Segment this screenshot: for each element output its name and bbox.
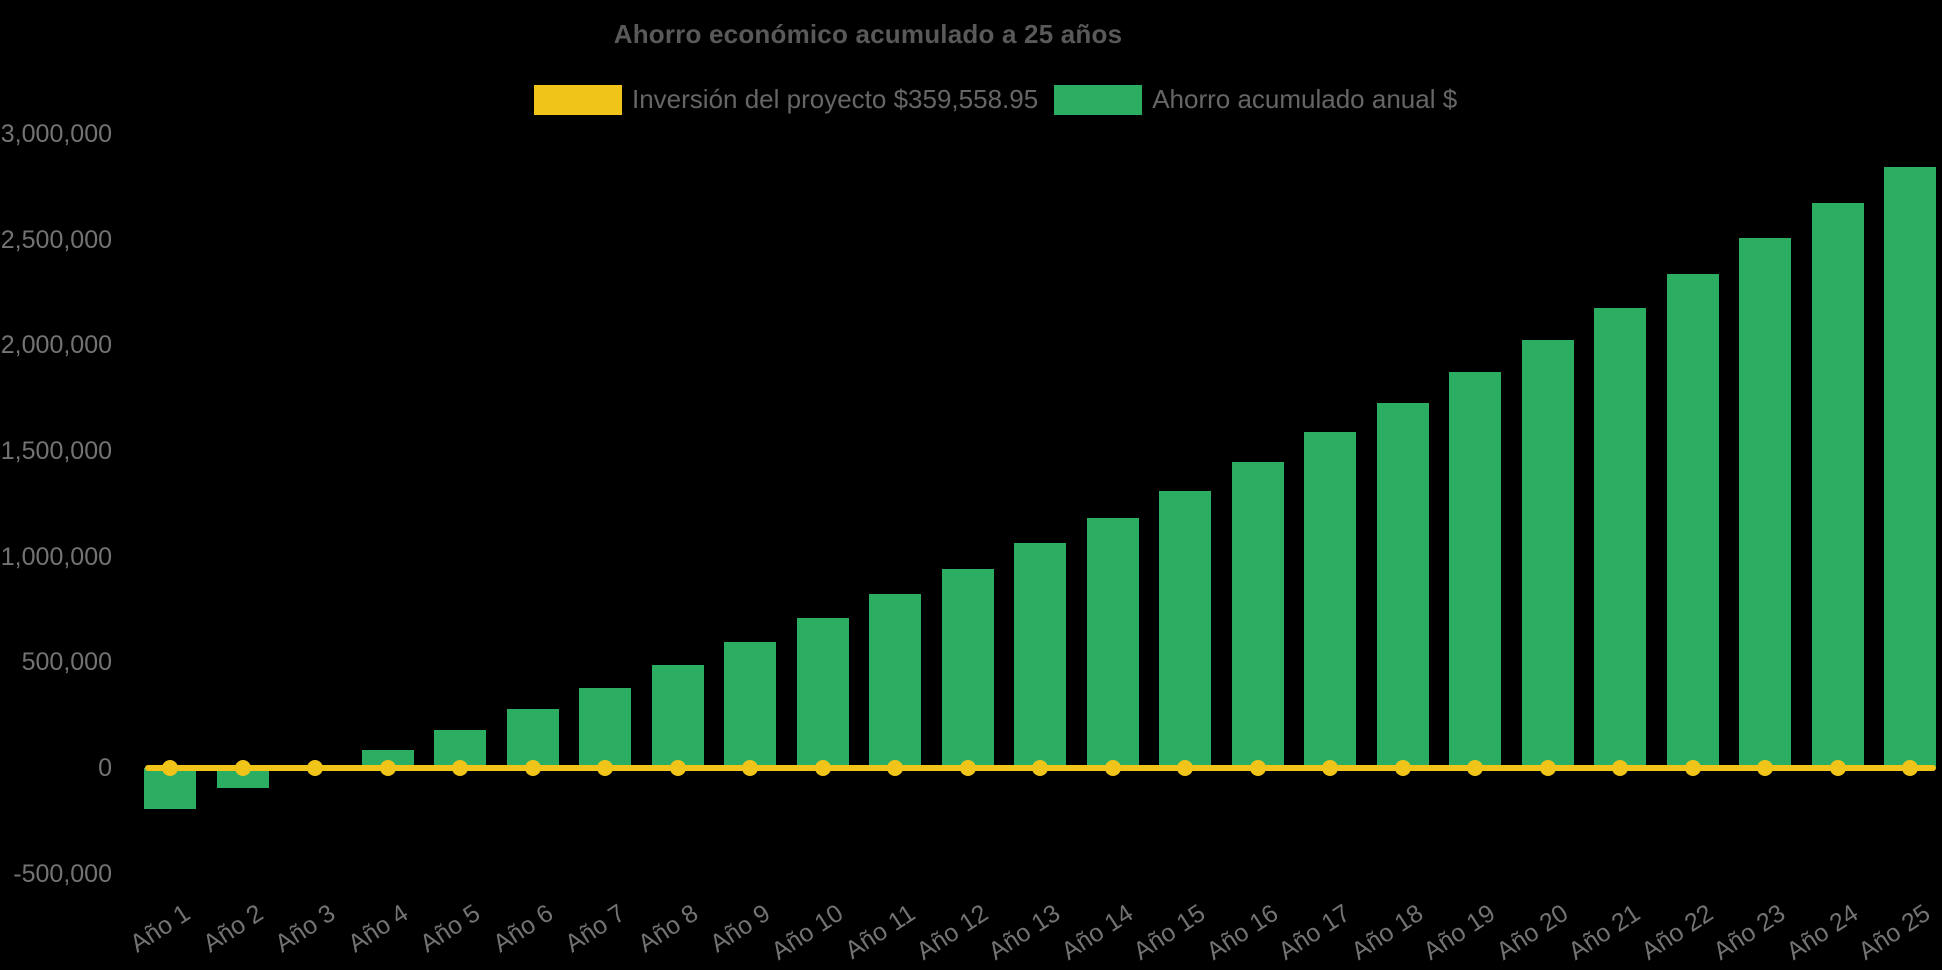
y-tick-label: 2,500,000 [0,225,112,254]
investment-line-point[interactable] [742,760,758,776]
legend-swatch-yellow [534,84,622,115]
bar-ano-6[interactable] [506,709,559,768]
investment-line-point[interactable] [669,760,686,776]
bar-ano-11[interactable] [869,594,921,768]
investment-line-point[interactable] [814,760,831,776]
investment-line-point[interactable] [959,760,976,776]
investment-line-point[interactable] [379,760,396,776]
y-tick-label: 3,000,000 [0,120,112,148]
legend-item-ahorro[interactable]: Ahorro acumulado anual $ [1054,84,1457,115]
investment-line-point[interactable] [1612,760,1628,776]
investment-line-point[interactable] [307,760,323,776]
y-tick-label: 500,000 [21,648,112,677]
y-tick-label: 2,000,000 [0,331,112,360]
legend-swatch-green [1054,84,1143,115]
y-tick-label: 0 [98,754,112,782]
investment-line-point[interactable] [1177,760,1193,776]
bar-ano-18[interactable] [1376,403,1429,768]
bar-ano-4[interactable] [361,750,414,768]
legend: Inversión del proyecto $359,558.95 Ahorr… [534,84,1457,115]
bar-ano-19[interactable] [1449,371,1501,768]
investment-line-point[interactable] [597,760,613,776]
bar-ano-25[interactable] [1884,166,1936,768]
investment-line-point[interactable] [1032,760,1048,776]
y-tick-label: 1,000,000 [0,542,112,571]
investment-line-point[interactable] [1104,760,1121,776]
investment-line-point[interactable] [1902,760,1918,776]
bar-ano-15[interactable] [1159,491,1211,768]
investment-line-point[interactable] [162,760,178,776]
bar-ano-9[interactable] [724,642,776,768]
y-tick-label: 1,500,000 [0,437,112,465]
bar-ano-20[interactable] [1521,340,1574,768]
investment-line-point[interactable] [887,760,903,776]
bar-ano-12[interactable] [941,569,994,768]
bar-ano-7[interactable] [579,687,631,768]
investment-line-point[interactable] [452,760,468,776]
y-tick-label: -500,000 [13,859,112,888]
bar-ano-24[interactable] [1811,202,1864,768]
investment-line-point[interactable] [1829,760,1846,776]
investment-line-point[interactable] [1757,760,1773,776]
investment-line-point[interactable] [1249,760,1266,776]
bar-ano-22[interactable] [1666,273,1719,768]
investment-line-point[interactable] [1684,760,1701,776]
investment-line-point[interactable] [1467,760,1483,776]
bar-ano-8[interactable] [651,665,704,768]
chart-title: Ahorro económico acumulado a 25 años [613,19,1123,49]
legend-item-inversion[interactable]: Inversión del proyecto $359,558.95 [534,84,1038,115]
bar-ano-23[interactable] [1739,237,1791,768]
bar-ano-13[interactable] [1014,543,1066,768]
bar-ano-16[interactable] [1231,461,1284,768]
bar-ano-10[interactable] [796,617,849,768]
investment-line-point[interactable] [1539,760,1556,776]
bar-ano-17[interactable] [1304,431,1356,768]
legend-label-ahorro: Ahorro acumulado anual $ [1152,84,1458,114]
bar-ano-2[interactable] [216,768,269,789]
investment-line-point[interactable] [524,760,541,776]
bar-ano-14[interactable] [1086,517,1139,768]
investment-line-point[interactable] [1322,760,1338,776]
bar-ano-21[interactable] [1594,307,1646,768]
legend-label-inversion: Inversión del proyecto $359,558.95 [632,84,1039,114]
investment-line-point[interactable] [1394,760,1411,776]
investment-line-point[interactable] [234,760,251,776]
